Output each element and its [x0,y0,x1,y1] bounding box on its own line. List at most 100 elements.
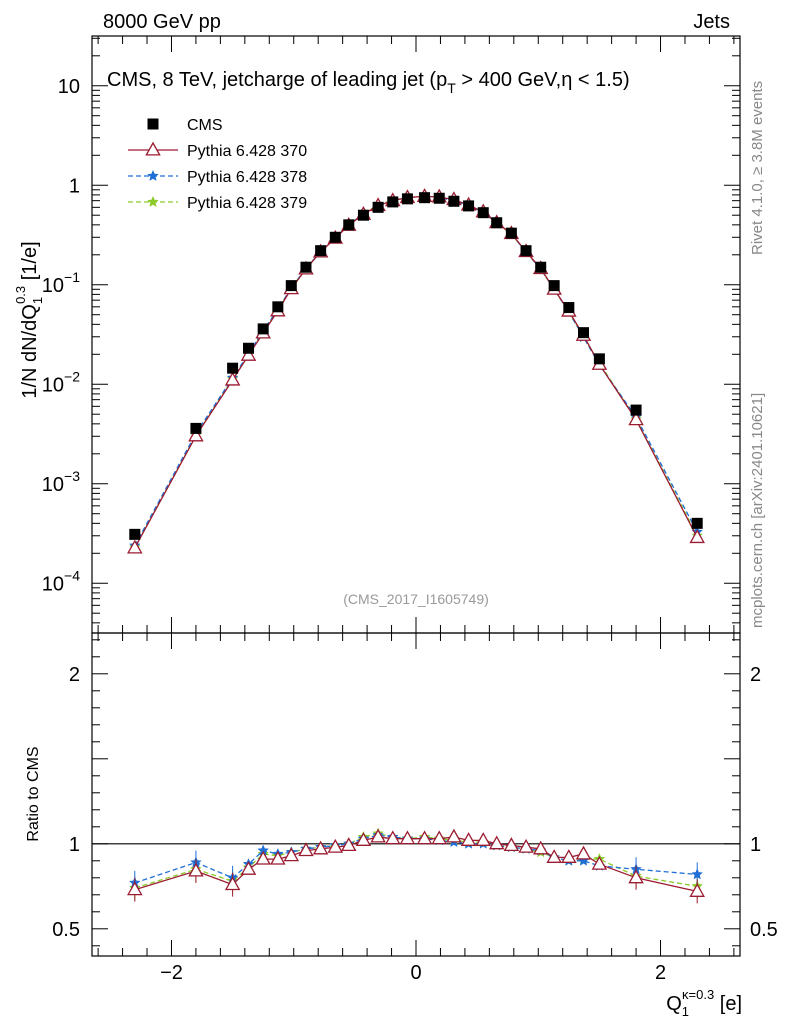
cms-point [329,231,341,243]
main-axis-ticks [92,36,740,633]
ratio-marker-0 [370,828,386,843]
ratio-marker-0 [298,842,314,857]
cms-point [285,280,297,292]
x-tick-label: 0 [410,962,421,984]
ratio-marker-0 [503,837,520,852]
cms-point [630,404,642,416]
legend: CMS Pythia 6.428 370 Pythia 6.428 378 Pythi… [128,117,307,212]
header-energy: 8000 GeV pp [103,11,221,33]
side-label-mcplots: mcplots.cern.ch [arXiv:2401.10621] [749,393,766,628]
cms-point [578,327,590,339]
cms-point [433,192,445,204]
cms-point [315,245,327,257]
ratio-tick-label-right: 1 [750,834,761,856]
legend-marker [147,118,159,130]
y-tick-label: 10−3 [42,468,80,496]
ratio-marker-0 [270,850,286,865]
series-marker-0 [127,539,143,554]
x-tick-label: 2 [655,962,666,984]
ratio-marker-0 [518,838,534,853]
cms-data-points [129,192,703,540]
chart-title: CMS, 8 TeV, jetcharge of leading jet (pT… [107,69,630,96]
cms-point [190,422,202,434]
ratio-marker-0 [460,832,477,846]
legend-marker [147,195,159,207]
legend-label: CMS [187,117,223,134]
ratio-series-group [127,827,705,904]
side-label-rivet: Rivet 4.1.0, ≥ 3.8M events [749,81,766,255]
cms-point [343,219,355,231]
cms-point [129,528,141,540]
ratio-marker-0 [340,837,357,852]
legend-marker [147,169,159,181]
ratio-marker-1 [691,868,704,880]
cms-point [691,517,703,529]
cms-point [548,280,560,292]
cms-point [593,353,605,365]
y-axis-label: 1/N dN/dQ10.3 [1/e] [13,241,45,398]
ratio-marker-0 [575,845,592,860]
ratio-panel-frame [91,632,741,957]
ratio-marker-0 [446,828,462,843]
series-line-1 [134,195,698,546]
header-category: Jets [693,11,730,33]
ratio-marker-0 [399,830,416,845]
cms-point [300,261,312,273]
legend-label: Pythia 6.428 378 [187,169,307,186]
ratio-marker-0 [385,830,401,845]
cms-point [242,342,254,354]
ratio-tick-label-left: 2 [69,664,80,686]
legend-label: Pythia 6.428 370 [187,143,307,160]
series-line-0 [134,195,698,549]
series-marker-0 [689,529,705,544]
ratio-line-0 [134,836,698,893]
y-tick-label: 1 [69,175,80,197]
cms-point [535,261,547,273]
ratio-marker-0 [127,881,143,896]
cms-point [477,207,489,219]
cms-point [227,362,239,374]
ratio-axis-ticks [92,633,740,956]
series-marker-0 [188,427,204,442]
ratio-marker-0 [628,869,644,884]
ratio-marker-0 [188,862,204,877]
cms-point [372,201,384,213]
ratio-marker-0 [240,860,257,875]
series-marker-0 [628,411,644,426]
legend-marker [145,141,161,156]
ratio-marker-0 [689,883,705,897]
y-tick-label: 10−2 [42,368,80,396]
y-tick-label: 10−1 [42,269,80,297]
y-tick-label: 10 [58,76,80,98]
ratio-marker-0 [591,855,608,870]
ratio-marker-0 [224,876,241,891]
main-y-tick-labels: 10 1 10−1 10−2 10−3 10−4 [42,76,80,596]
cms-point [463,200,475,212]
ratio-marker-0 [312,840,329,855]
ratio-marker-0 [355,832,372,846]
series-marker-0 [224,371,241,386]
ratio-y-axis-label: Ratio to CMS [25,746,42,841]
ratio-marker-0 [488,835,505,850]
ratio-line-1 [134,834,698,884]
cms-point [401,193,413,205]
legend-label: Pythia 6.428 379 [187,195,307,212]
cms-point [563,302,575,314]
ratio-tick-label-left: 1 [69,834,80,856]
cms-point [491,217,503,229]
x-tick-labels: −2 0 2 [160,962,666,984]
main-series-group [127,188,705,554]
cms-point [419,192,431,204]
ratio-y-tick-labels: 2 2 1 1 0.5 0.5 [52,664,778,941]
ratio-tick-label-left: 0.5 [52,919,80,941]
series-marker-0 [240,346,257,361]
ratio-marker-0 [255,850,271,865]
cms-point [272,301,284,313]
series-line-2 [134,195,698,548]
y-tick-label: 10−4 [42,567,80,595]
ratio-marker-0 [532,840,549,855]
cms-point [448,195,460,207]
cms-point [387,196,399,208]
cms-point [357,209,369,221]
